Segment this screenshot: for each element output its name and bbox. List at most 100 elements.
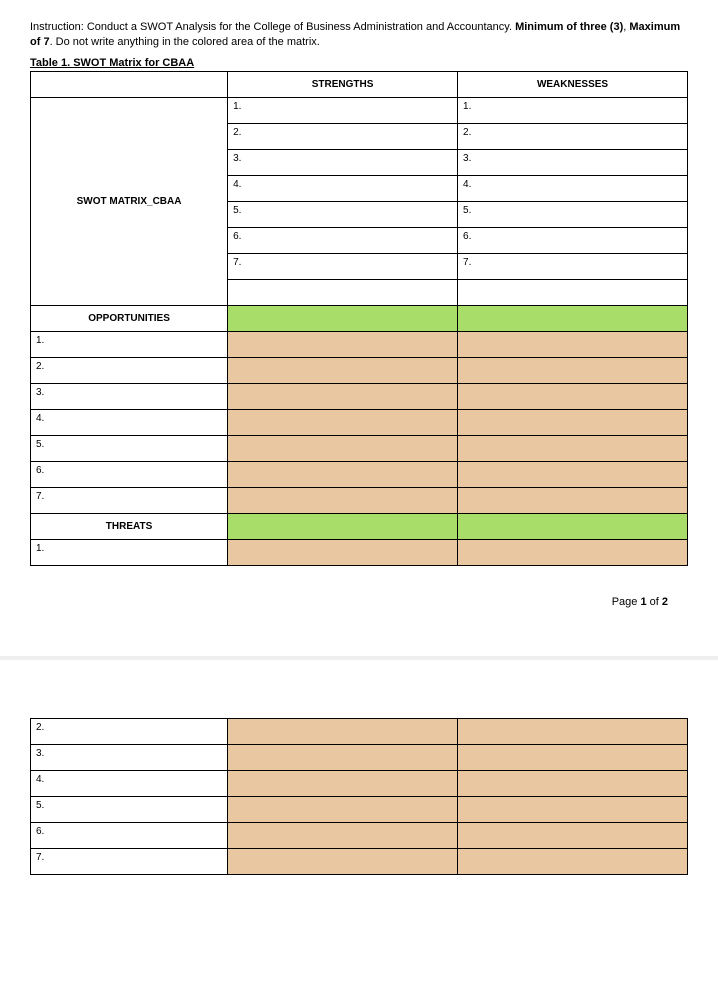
opportunity-2: 2. [31,357,228,383]
strength-3: 3. [228,149,458,175]
threat-row-4: 4. [31,770,688,796]
st-5 [228,796,458,822]
opp-row-7: 7. [31,487,688,513]
wo-5 [458,435,688,461]
header-row: STRENGTHS WEAKNESSES [31,71,688,97]
wt-6 [458,822,688,848]
threat-4: 4. [31,770,228,796]
strength-6: 6. [228,227,458,253]
corner-blank [31,71,228,97]
opp-row-5: 5. [31,435,688,461]
wo-2 [458,357,688,383]
page-number: Page 1 of 2 [30,596,688,608]
strength-4: 4. [228,175,458,201]
page-mid: of [647,596,662,608]
st-3 [228,744,458,770]
weakness-1: 1. [458,97,688,123]
so-5 [228,435,458,461]
weakness-5: 5. [458,201,688,227]
opp-row-4: 4. [31,409,688,435]
matrix-title-cell: SWOT MATRIX_CBAA [31,97,228,305]
wo-1 [458,331,688,357]
threat-3: 3. [31,744,228,770]
threat-row-6: 6. [31,822,688,848]
st-2 [228,718,458,744]
swot-matrix-table: STRENGTHS WEAKNESSES SWOT MATRIX_CBAA 1.… [30,71,688,566]
strength-2: 2. [228,123,458,149]
threat-row-2: 2. [31,718,688,744]
swot-matrix-table-cont: 2. 3. 4. 5. 6. 7. [30,718,688,875]
weakness-7: 7. [458,253,688,279]
threat-row-5: 5. [31,796,688,822]
strength-1: 1. [228,97,458,123]
opp-row-1: 1. [31,331,688,357]
weakness-2: 2. [458,123,688,149]
wo-green [458,305,688,331]
instruction-prefix: Instruction: Conduct a SWOT Analysis for… [30,21,515,33]
opportunity-3: 3. [31,383,228,409]
threats-header: THREATS [31,513,228,539]
so-1 [228,331,458,357]
opportunity-6: 6. [31,461,228,487]
table-caption: Table 1. SWOT Matrix for CBAA [30,57,688,69]
threats-header-row: THREATS [31,513,688,539]
opp-row-6: 6. [31,461,688,487]
page-total: 2 [662,596,668,608]
opp-row-3: 3. [31,383,688,409]
weakness-blank [458,279,688,305]
weaknesses-header: WEAKNESSES [458,71,688,97]
so-6 [228,461,458,487]
threat-row-7: 7. [31,848,688,874]
opportunities-header-row: OPPORTUNITIES [31,305,688,331]
page-prefix: Page [612,596,641,608]
weakness-4: 4. [458,175,688,201]
wt-5 [458,796,688,822]
sw-row-1: SWOT MATRIX_CBAA 1. 1. [31,97,688,123]
page-2: 2. 3. 4. 5. 6. 7. [0,678,718,905]
wt-green [458,513,688,539]
st-green [228,513,458,539]
opp-row-2: 2. [31,357,688,383]
instruction-suffix: . Do not write anything in the colored a… [50,36,320,48]
wt-7 [458,848,688,874]
opportunity-1: 1. [31,331,228,357]
opportunity-7: 7. [31,487,228,513]
page-gap [0,638,718,678]
opportunities-header: OPPORTUNITIES [31,305,228,331]
weakness-6: 6. [458,227,688,253]
so-green [228,305,458,331]
threat-row-3: 3. [31,744,688,770]
so-7 [228,487,458,513]
threat-5: 5. [31,796,228,822]
st-6 [228,822,458,848]
wt-3 [458,744,688,770]
page-1: Instruction: Conduct a SWOT Analysis for… [0,0,718,638]
threat-2: 2. [31,718,228,744]
st-1 [228,539,458,565]
so-4 [228,409,458,435]
st-7 [228,848,458,874]
threat-1: 1. [31,539,228,565]
wo-4 [458,409,688,435]
strengths-header: STRENGTHS [228,71,458,97]
threat-row-1: 1. [31,539,688,565]
weakness-3: 3. [458,149,688,175]
instruction-bold1: Minimum of three (3) [515,21,623,33]
opportunity-5: 5. [31,435,228,461]
strength-blank [228,279,458,305]
wo-7 [458,487,688,513]
threat-7: 7. [31,848,228,874]
strength-7: 7. [228,253,458,279]
so-3 [228,383,458,409]
wt-4 [458,770,688,796]
instruction-text: Instruction: Conduct a SWOT Analysis for… [30,20,688,51]
threat-6: 6. [31,822,228,848]
wt-1 [458,539,688,565]
st-4 [228,770,458,796]
so-2 [228,357,458,383]
wo-6 [458,461,688,487]
wt-2 [458,718,688,744]
strength-5: 5. [228,201,458,227]
wo-3 [458,383,688,409]
opportunity-4: 4. [31,409,228,435]
